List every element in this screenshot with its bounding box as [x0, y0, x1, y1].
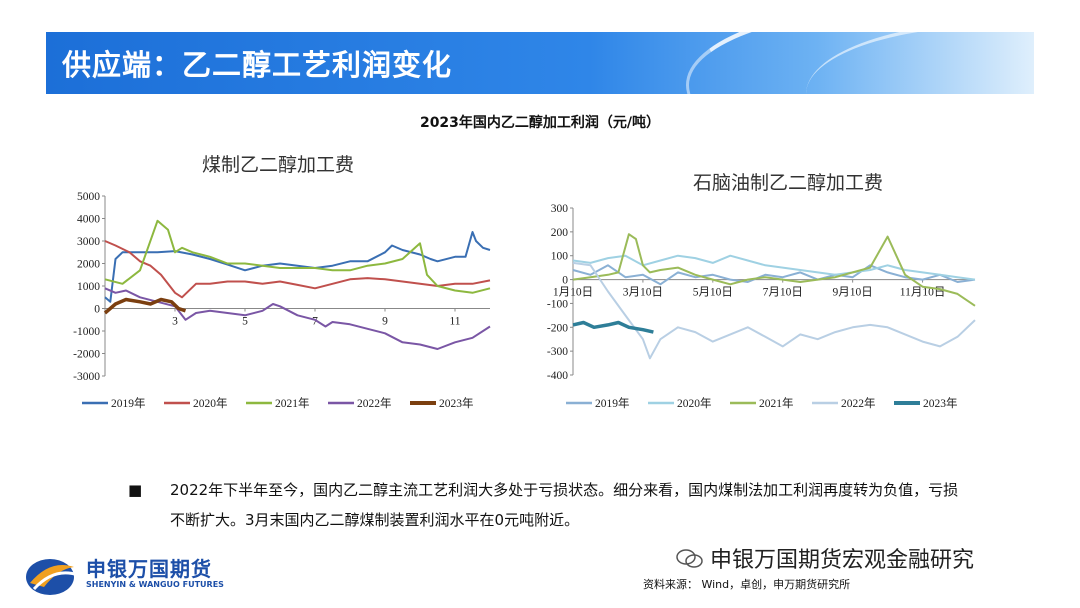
naphtha-chart: 石脑油制乙二醇加工费 300 200 100 0 -100 -200 -300 -400 1月10…	[547, 172, 976, 410]
watermark: 申银万国期货宏观金融研究	[676, 542, 974, 574]
legend-label: 2019年	[111, 396, 146, 410]
title-banner: 供应端：乙二醇工艺利润变化	[46, 32, 1034, 94]
y-tick-label: 0	[94, 304, 100, 316]
logo-text-en: SHENYIN & WANGUO FUTURES	[86, 580, 224, 589]
logo-icon	[26, 559, 79, 595]
series-line-2020年	[104, 240, 491, 299]
source-note: 资料来源： Wind，卓创，申万期货研究所	[643, 578, 851, 591]
x-tick-label: 7月10日	[763, 287, 803, 299]
y-tick-label: -100	[547, 298, 568, 310]
series-line-2022年	[104, 287, 491, 350]
legend-label: 2021年	[275, 396, 310, 410]
page-title: 供应端：乙二醇工艺利润变化	[62, 48, 453, 82]
series-line-2023年	[103, 297, 187, 315]
x-tick-label: 9月10日	[833, 287, 873, 299]
series-line-2021年	[104, 219, 491, 294]
y-tick-label: 300	[551, 203, 569, 215]
y-tick-label: 5000	[77, 191, 100, 203]
chart-subtitle: 石脑油制乙二醇加工费	[693, 172, 883, 194]
y-tick-label: 200	[551, 227, 569, 239]
y-tick-label: 0	[562, 275, 568, 287]
legend-label: 2020年	[193, 396, 228, 410]
series-line-2019年	[104, 231, 491, 303]
y-tick-label: -1000	[73, 326, 100, 338]
y-tick-label: -400	[547, 370, 568, 382]
logo-text-cn: 申银万国期货	[86, 557, 212, 581]
company-logo: 申银万国期货 SHENYIN & WANGUO FUTURES	[24, 553, 234, 598]
y-tick-label: 3000	[77, 236, 100, 248]
bullet-text: 2022年下半年至今，国内乙二醇主流工艺利润大多处于亏损状态。细分来看，国内煤制…	[170, 481, 959, 529]
legend-label: 2022年	[841, 396, 876, 410]
y-tick-label: 2000	[77, 259, 100, 271]
legend-label: 2020年	[677, 396, 712, 410]
x-tick-label: 11	[449, 316, 460, 328]
y-tick-label: 4000	[77, 214, 100, 226]
y-tick-label: -300	[547, 346, 568, 358]
x-tick-label: 3月10日	[623, 287, 663, 299]
x-tick-label: 9	[382, 316, 388, 328]
x-tick-label: 5	[242, 316, 248, 328]
series-line-2021年	[572, 233, 976, 307]
series-line-2020年	[572, 254, 976, 281]
legend-label: 2021年	[759, 396, 794, 410]
x-tick-label: 5月10日	[693, 287, 733, 299]
wechat-icon	[676, 549, 703, 568]
watermark-text: 申银万国期货宏观金融研究	[710, 548, 975, 573]
x-tick-label: 3	[172, 316, 178, 328]
coal-chart: 煤制乙二醇加工费 5000 4000 3000 2000 1000 0 -1000 -2000 -…	[73, 154, 491, 410]
legend-label: 2023年	[439, 396, 474, 410]
legend-label: 2023年	[923, 396, 958, 410]
legend-label: 2022年	[357, 396, 392, 410]
x-tick-label: 7	[312, 316, 318, 328]
legend-label: 2019年	[595, 396, 630, 410]
y-tick-label: -3000	[73, 371, 100, 383]
chart-subtitle: 煤制乙二醇加工费	[202, 154, 354, 176]
x-tick-label: 11月10日	[900, 287, 946, 299]
series-line-2022年	[572, 261, 976, 360]
y-tick-label: -2000	[73, 349, 100, 361]
series-line-2023年	[572, 320, 654, 334]
y-tick-label: -200	[547, 322, 568, 334]
chart-title: 2023年国内乙二醇加工利润（元/吨）	[419, 115, 661, 131]
bullet-marker: ■	[128, 481, 143, 499]
y-tick-label: 100	[551, 251, 569, 263]
y-tick-label: 1000	[77, 281, 100, 293]
x-tick-label: 1月10日	[553, 287, 593, 299]
